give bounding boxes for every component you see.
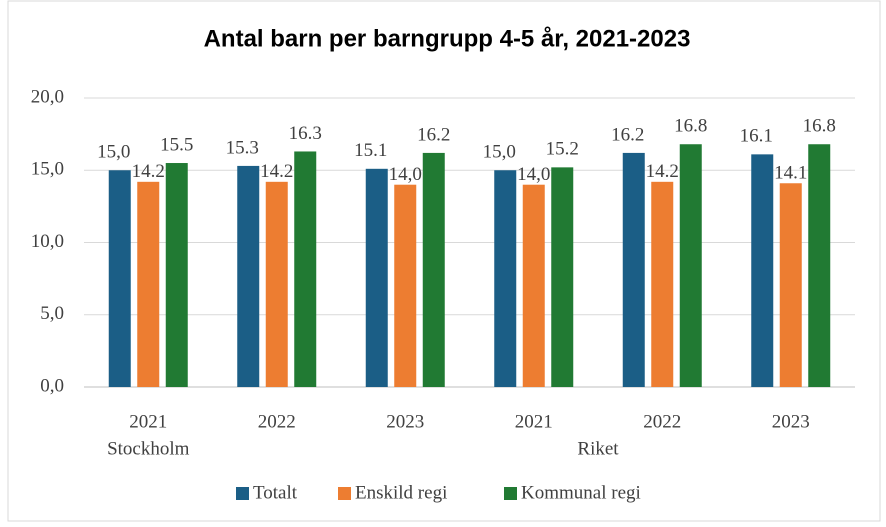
bar [294,151,317,387]
x-tick-label: 2023 [772,411,810,432]
data-label: 16.8 [674,116,707,137]
data-label: 15.2 [546,139,579,160]
bar [808,144,831,387]
chart-title: Antal barn per barngrupp 4-5 år, 2021-20… [204,25,691,52]
bar [422,152,445,387]
x-tick-label: 2023 [386,411,424,432]
data-label: 16.3 [289,123,322,144]
bar [679,144,702,387]
data-label: 16.2 [611,124,644,145]
bar [265,181,288,387]
x-tick-label: 2022 [258,411,296,432]
data-label: 16.8 [803,116,836,137]
bar [237,165,260,387]
y-tick-label: 20,0 [31,86,64,107]
x-tick-label: 2022 [643,411,681,432]
bar [779,183,802,387]
data-label: 15.5 [160,134,193,155]
data-label: 16.1 [740,126,773,147]
bar [551,167,574,387]
bar [651,181,674,387]
data-label: 15.3 [226,137,259,158]
bar [108,170,131,387]
legend-label: Kommunal regi [521,482,641,503]
y-tick-label: 15,0 [31,159,64,180]
y-tick-label: 0,0 [40,375,64,396]
legend-label: Totalt [253,482,298,503]
data-label: 14.1 [774,163,807,184]
bar [394,184,417,387]
data-label: 15.1 [354,140,387,161]
legend-swatch [338,487,351,500]
data-label: 15,0 [97,142,130,163]
group-label: Riket [577,438,619,459]
x-tick-label: 2021 [515,411,553,432]
bar [494,170,517,387]
bar [165,163,188,387]
data-label: 14.2 [132,161,165,182]
y-tick-label: 5,0 [40,303,64,324]
legend-label: Enskild regi [355,482,447,503]
x-tick-label: 2021 [129,411,167,432]
data-label: 14.2 [260,161,293,182]
group-label: Stockholm [107,438,190,459]
bar [365,168,388,387]
y-tick-label: 10,0 [31,231,64,252]
legend-swatch [504,487,517,500]
data-label: 14.2 [646,161,679,182]
legend-swatch [236,487,249,500]
data-label: 16.2 [417,124,450,145]
data-label: 14,0 [389,164,422,185]
bar [751,154,774,387]
data-label: 14,0 [517,164,550,185]
bar [622,152,645,387]
bar [522,184,545,387]
bar [137,181,160,387]
data-label: 15,0 [483,142,516,163]
